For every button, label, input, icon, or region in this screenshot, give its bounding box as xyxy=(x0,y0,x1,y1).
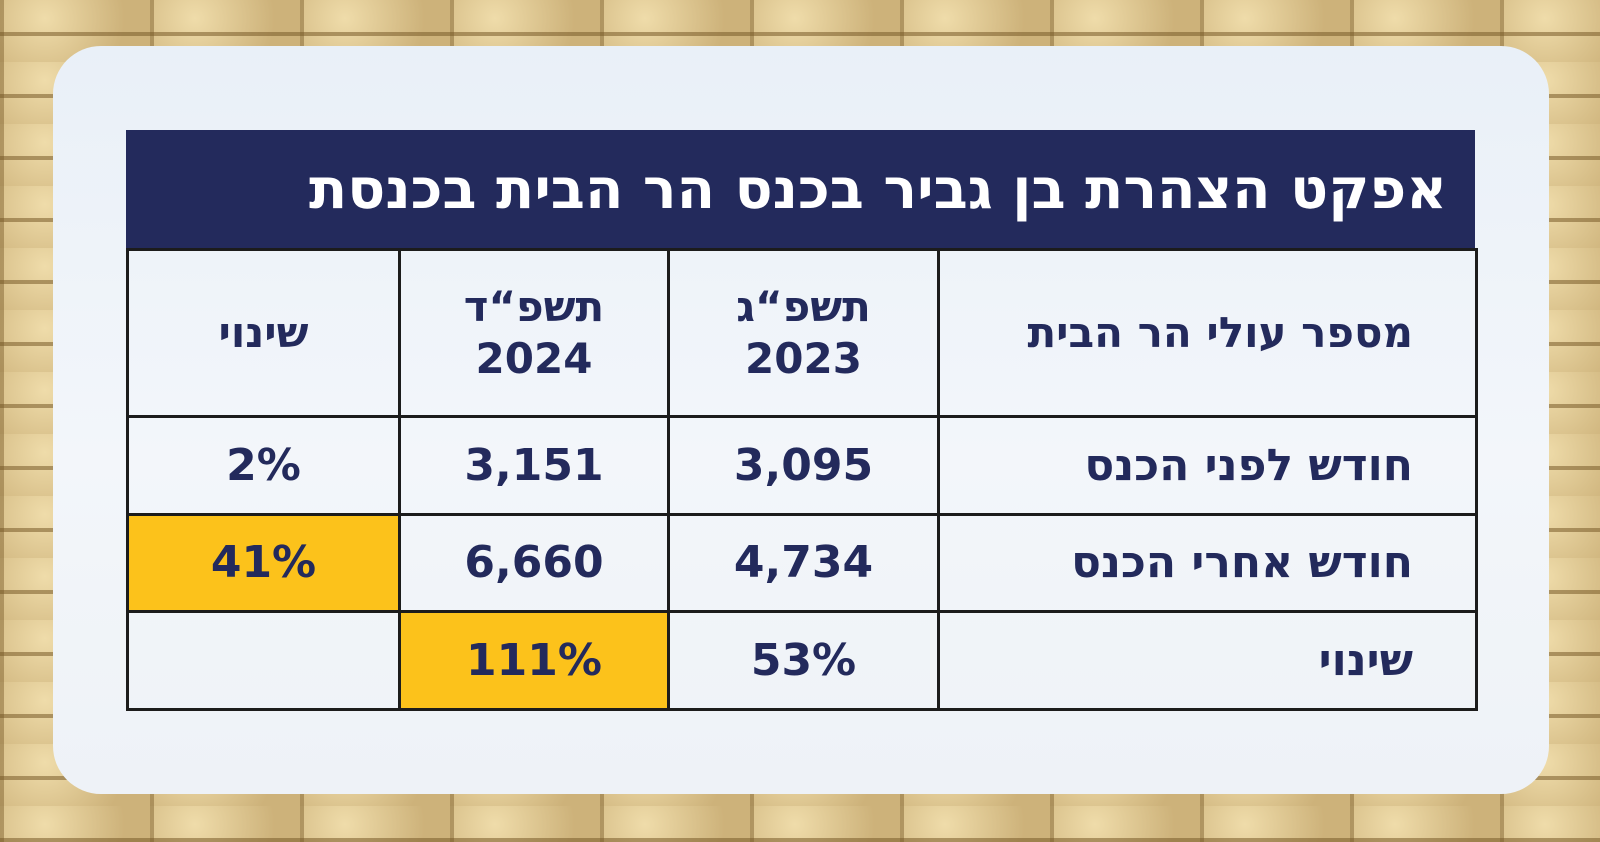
table-row: שינוי 53% 111% xyxy=(126,610,1478,711)
cell: 3,095 xyxy=(667,415,940,516)
header-line: שינוי xyxy=(218,307,309,357)
row-label: חודש אחרי הכנס xyxy=(937,512,1478,614)
cell: 41% xyxy=(126,512,401,614)
column-header: תשפ“ג 2023 xyxy=(667,248,940,418)
cell: 111% xyxy=(398,610,670,711)
header-line: תשפ“ג xyxy=(736,281,871,331)
row-label: חודש לפני הכנס xyxy=(937,415,1478,516)
column-header: תשפ“ד 2024 xyxy=(398,248,670,418)
table-row: חודש אחרי הכנס 4,734 6,660 41% xyxy=(126,512,1478,614)
cell: 3,151 xyxy=(398,415,670,516)
table-body: חודש לפני הכנס 3,095 3,151 2% חודש אחרי הכנס… xyxy=(126,415,1478,711)
header-line: מספר עולי הר הבית xyxy=(1027,307,1413,357)
data-table: מספר עולי הר הבית תשפ“ג 2023 תשפ“ד 2024 שינוי… xyxy=(126,248,1478,711)
header-line: תשפ“ד xyxy=(463,281,605,331)
header-row: מספר עולי הר הבית תשפ“ג 2023 תשפ“ד 2024 שינוי xyxy=(126,248,1478,418)
column-header: מספר עולי הר הבית xyxy=(937,248,1478,418)
table-row: חודש לפני הכנס 3,095 3,151 2% xyxy=(126,415,1478,516)
header-line: 2024 xyxy=(475,334,593,383)
row-label: שינוי xyxy=(937,610,1478,711)
cell: 4,734 xyxy=(667,512,940,614)
cell: 53% xyxy=(667,610,940,711)
column-header: שינוי xyxy=(126,248,401,418)
cell: 6,660 xyxy=(398,512,670,614)
cell xyxy=(126,610,401,711)
cell: 2% xyxy=(126,415,401,516)
title: אפקט הצהרת בן גביר בכנס הר הבית בכנסת xyxy=(126,130,1475,248)
header-line: 2023 xyxy=(745,334,862,383)
